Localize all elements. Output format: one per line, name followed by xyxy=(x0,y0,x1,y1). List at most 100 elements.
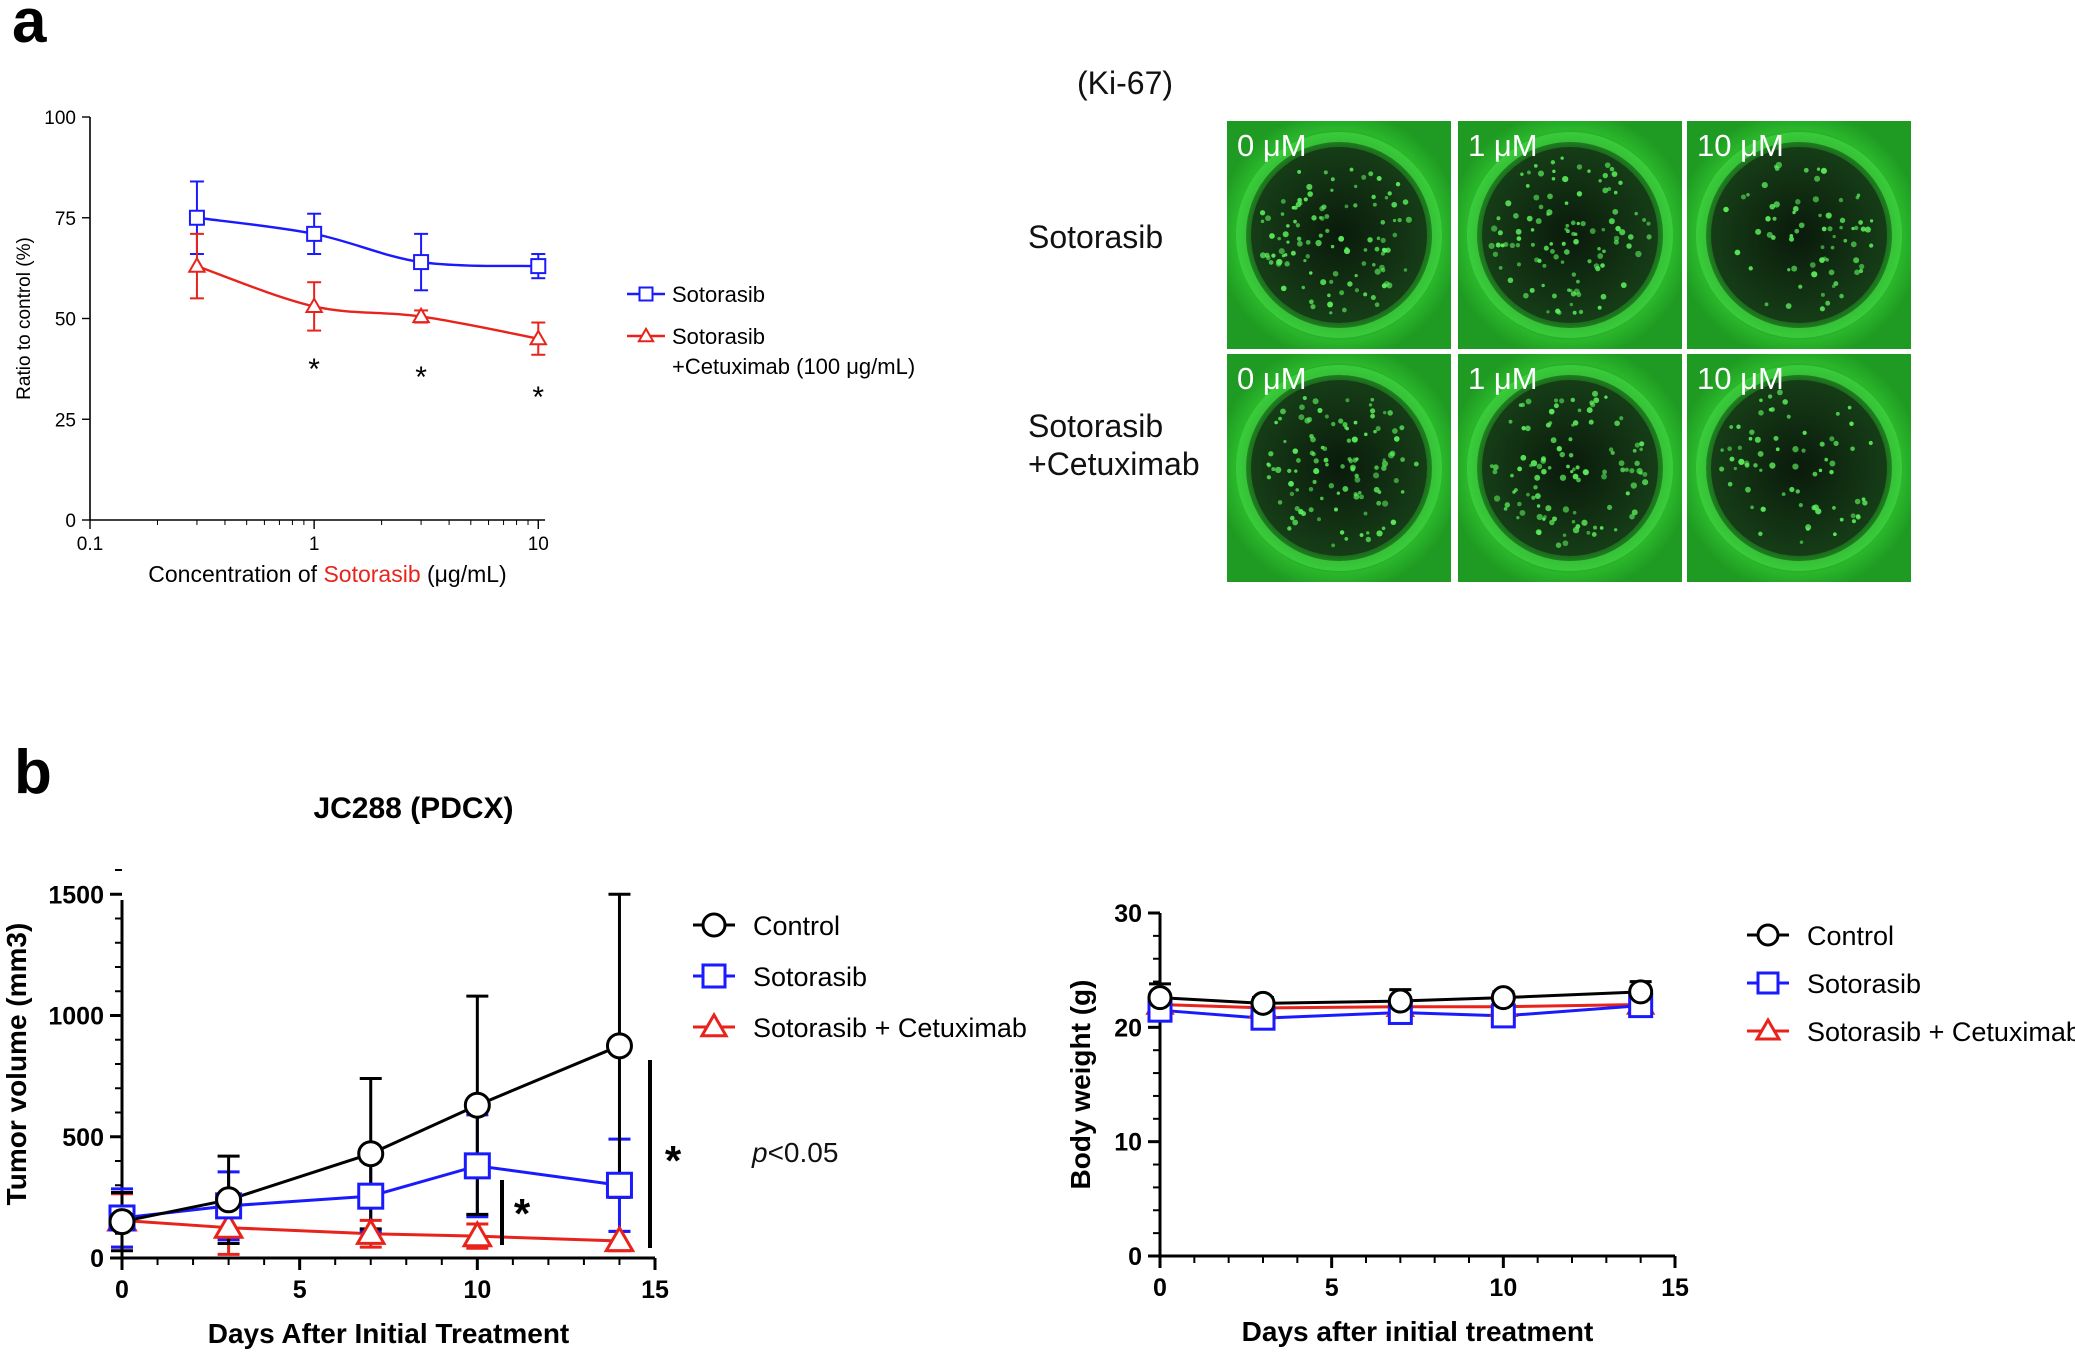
stained-cell xyxy=(1642,471,1648,477)
stained-cell xyxy=(1503,507,1508,511)
stained-cell xyxy=(1571,519,1576,524)
x-tick-label: 10 xyxy=(528,534,549,555)
stained-cell xyxy=(1329,279,1334,284)
stained-cell xyxy=(1572,473,1579,480)
stained-cell xyxy=(1529,463,1533,468)
stained-cell xyxy=(1318,216,1323,220)
stained-cell xyxy=(1325,228,1330,233)
data-point xyxy=(354,1217,387,1245)
stained-cell xyxy=(1833,440,1839,446)
data-point xyxy=(187,256,207,273)
stained-cell xyxy=(1757,450,1764,457)
stained-cell xyxy=(1635,250,1642,258)
stained-cell xyxy=(1602,187,1609,194)
well-rim xyxy=(1236,365,1442,571)
y-tick-label: 75 xyxy=(55,209,76,230)
stained-cell xyxy=(1759,398,1763,403)
data-point xyxy=(306,225,323,242)
stained-cell xyxy=(1519,509,1526,516)
stained-cell xyxy=(1357,491,1362,495)
stained-cell xyxy=(1825,212,1832,219)
stained-cell xyxy=(1520,454,1527,461)
stained-cell xyxy=(1492,251,1499,257)
stained-cell xyxy=(1761,182,1768,189)
stained-cell xyxy=(1382,410,1387,415)
stained-cell xyxy=(1308,507,1314,513)
y-axis-label: Ratio to control (%) xyxy=(14,237,35,400)
stained-cell xyxy=(1267,463,1272,468)
stained-cell xyxy=(1632,448,1637,453)
stained-cell xyxy=(1546,212,1550,217)
stained-cell xyxy=(1349,167,1354,172)
stained-cell xyxy=(1361,261,1367,266)
panel-label-b: b xyxy=(14,738,52,807)
stained-cell xyxy=(1568,437,1573,442)
stained-cell xyxy=(1727,481,1733,487)
stained-cell xyxy=(1562,540,1569,547)
stained-cell xyxy=(1275,466,1282,473)
stained-cell xyxy=(1812,196,1819,203)
stained-cell xyxy=(1589,400,1595,406)
stained-cell xyxy=(1831,284,1836,289)
legend-marker xyxy=(637,326,655,343)
stained-cell xyxy=(1849,421,1854,426)
stained-cell xyxy=(1601,227,1606,232)
stained-cell xyxy=(1631,509,1638,516)
stained-cell xyxy=(1601,473,1607,480)
stained-cell xyxy=(1295,223,1301,228)
stained-cell xyxy=(1798,284,1803,289)
stained-cell xyxy=(1374,246,1380,252)
stained-cell xyxy=(1565,223,1570,228)
concentration-label: 1 μM xyxy=(1468,128,1538,163)
series-line xyxy=(196,216,539,268)
stained-cell xyxy=(1785,303,1792,309)
stained-cell xyxy=(1548,408,1555,415)
stained-cell xyxy=(1593,397,1600,404)
stained-cell xyxy=(1368,403,1373,407)
stained-cell xyxy=(1620,467,1626,473)
stained-cell xyxy=(1832,234,1836,239)
data-point xyxy=(530,258,547,275)
stained-cell xyxy=(1280,212,1285,216)
y-tick-label: 30 xyxy=(1114,900,1142,928)
stained-cell xyxy=(1618,460,1625,467)
data-point xyxy=(215,1186,243,1214)
stained-cell xyxy=(1586,530,1591,535)
stained-cell xyxy=(1282,231,1289,238)
stained-cell xyxy=(1347,281,1353,287)
stained-cell xyxy=(1259,252,1267,259)
stained-cell xyxy=(1738,458,1745,466)
stained-cell xyxy=(1338,235,1345,242)
stained-cell xyxy=(1772,216,1777,221)
stained-cell xyxy=(1614,420,1620,427)
stained-cell xyxy=(1798,222,1805,229)
stained-cell xyxy=(1611,171,1618,177)
stained-cell xyxy=(1344,204,1349,209)
stained-cell xyxy=(1576,221,1580,226)
stained-cell xyxy=(1525,184,1530,188)
stained-cell xyxy=(1392,232,1398,238)
stained-cell xyxy=(1268,260,1274,265)
stained-cell xyxy=(1547,193,1553,200)
stained-cell xyxy=(1303,258,1307,263)
stained-cell xyxy=(1373,472,1380,479)
concentration-label: 1 μM xyxy=(1468,361,1538,396)
stained-cell xyxy=(1571,423,1575,427)
stained-cell xyxy=(1799,540,1804,544)
stained-cell xyxy=(1564,201,1569,205)
stained-cell xyxy=(1331,421,1336,427)
stained-cell xyxy=(1560,156,1564,160)
stained-cell xyxy=(1549,519,1555,526)
stained-cell xyxy=(1344,425,1348,430)
stained-cell xyxy=(1821,226,1827,232)
stained-cell xyxy=(1639,447,1643,452)
stained-cell xyxy=(1312,479,1317,484)
stained-cell xyxy=(1520,172,1524,176)
stained-cell xyxy=(1402,199,1409,205)
stained-cell xyxy=(1364,432,1368,437)
stained-cell xyxy=(1613,235,1620,242)
stained-cell xyxy=(1291,205,1296,210)
stained-cell xyxy=(1853,257,1860,264)
stained-cell xyxy=(1781,492,1786,497)
stained-cell xyxy=(1624,467,1629,472)
